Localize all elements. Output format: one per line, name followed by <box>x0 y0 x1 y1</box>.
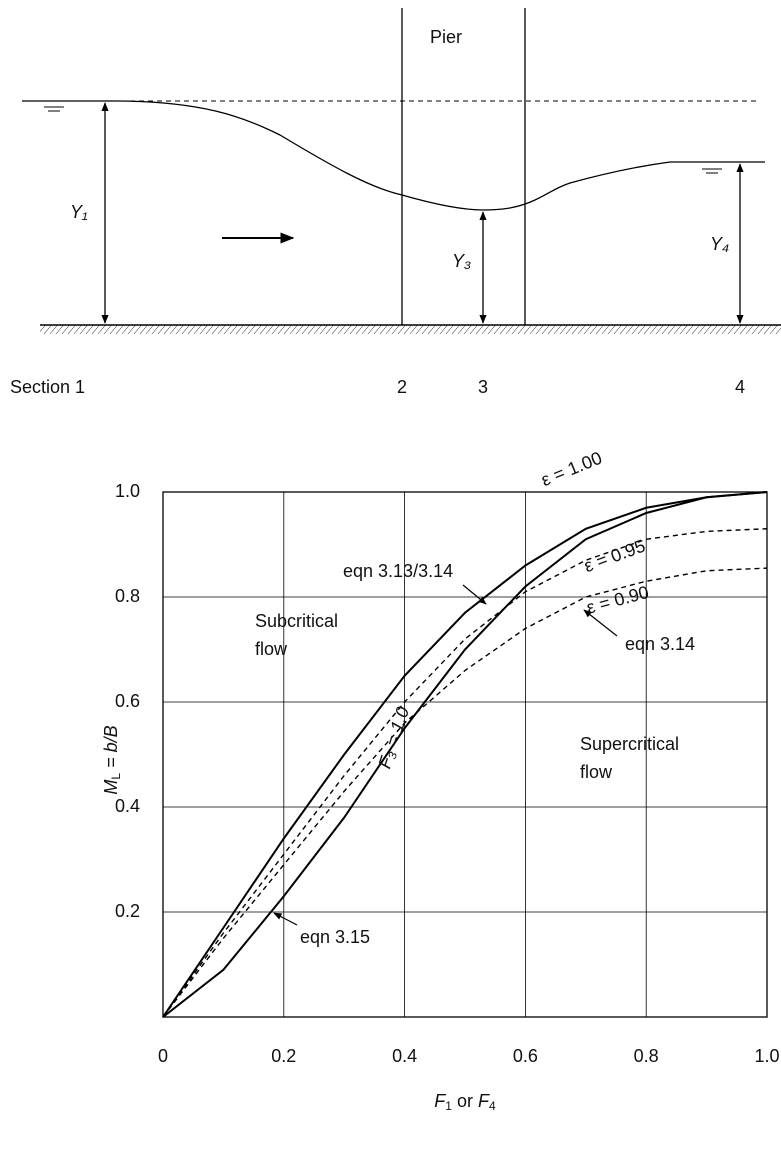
curve-label: ε = 0.95 <box>581 536 648 577</box>
y-tick-label: 1.0 <box>115 481 140 501</box>
x-axis-label-part: F <box>478 1091 490 1111</box>
x-tick-label: 0.6 <box>513 1046 538 1066</box>
x-axis-label: F1 or F4 <box>434 1091 496 1113</box>
depth-label: Y₄ <box>710 234 729 254</box>
x-axis-label-part: 4 <box>489 1099 496 1113</box>
bed-hatch <box>40 325 781 334</box>
x-axis-label-part: 1 <box>445 1099 452 1113</box>
section-label: 3 <box>478 377 488 397</box>
curve-label: ε = 1.00 <box>538 448 604 490</box>
y-axis-label-part: L <box>109 773 123 780</box>
y-tick-label: 0.4 <box>115 796 140 816</box>
annotation: F₃ = 1.0 <box>374 704 413 771</box>
x-tick-label: 0.8 <box>634 1046 659 1066</box>
region-label: flow <box>255 639 288 659</box>
curve <box>162 567 768 1018</box>
x-tick-label: 1.0 <box>754 1046 779 1066</box>
depth-label: Y₁ <box>70 202 88 222</box>
pier-label: Pier <box>430 27 462 47</box>
x-tick-label: 0.2 <box>271 1046 296 1066</box>
region-label: Supercritical <box>580 734 679 754</box>
section-label: Section 1 <box>10 377 85 397</box>
curve <box>162 491 768 1018</box>
y-tick-label: 0.2 <box>115 901 140 921</box>
annotation: eqn 3.13/3.14 <box>343 561 453 581</box>
region-label: Subcritical <box>255 611 338 631</box>
annotation-arrow <box>462 584 487 605</box>
y-axis-label-part: M <box>101 780 121 795</box>
annotation-arrow <box>583 609 618 637</box>
curve-label: ε = 0.90 <box>584 582 651 618</box>
water-surface <box>22 100 765 211</box>
annotation: eqn 3.15 <box>300 927 370 947</box>
annotation: eqn 3.14 <box>625 634 695 654</box>
curve <box>162 491 768 1018</box>
x-axis-label-part: F <box>434 1091 446 1111</box>
flow-diagram: Pier Y₁ Y₃ Y₄ Section 1 2 3 4 <box>10 8 781 397</box>
x-tick-label: 0.4 <box>392 1046 417 1066</box>
water-symbol <box>44 106 722 174</box>
depth-label: Y₃ <box>452 251 471 271</box>
region-label: flow <box>580 762 613 782</box>
y-tick-label: 0.6 <box>115 691 140 711</box>
y-axis-label: ML = b/B <box>101 725 123 794</box>
curve <box>162 528 768 1018</box>
y-axis-label-part: = b/B <box>101 725 121 773</box>
x-tick-label: 0 <box>158 1046 168 1066</box>
x-axis-label-part: or <box>452 1091 478 1111</box>
section-label: 4 <box>735 377 745 397</box>
annotation-arrow <box>273 912 298 926</box>
plot-frame <box>162 491 768 1018</box>
section-label: 2 <box>397 377 407 397</box>
y-tick-label: 0.8 <box>115 586 140 606</box>
